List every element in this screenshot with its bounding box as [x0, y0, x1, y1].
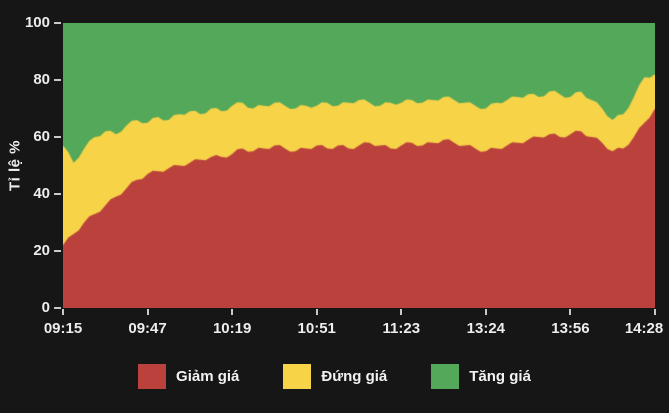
- x-tick-mark: [62, 309, 64, 315]
- x-tick-label: 09:15: [43, 320, 83, 337]
- y-tick-label: 20: [33, 242, 50, 259]
- y-axis-title: Tỉ lệ %: [6, 140, 24, 192]
- x-tick-mark: [654, 309, 656, 315]
- y-tick-mark: [54, 22, 61, 24]
- legend-item-0[interactable]: Giảm giá: [138, 363, 240, 389]
- x-tick-mark: [146, 309, 149, 315]
- stacked-area-chart-canvas[interactable]: [63, 23, 655, 308]
- y-tick-label: 100: [24, 14, 50, 31]
- legend-item-1[interactable]: Đứng giá: [283, 363, 388, 389]
- legend-label: Đứng giá: [321, 367, 388, 385]
- y-tick-label: 40: [33, 185, 50, 202]
- x-tick-mark: [484, 309, 487, 315]
- y-tick-mark: [54, 307, 61, 309]
- x-tick-label: 14:28: [624, 320, 664, 337]
- x-tick-label: 11:23: [382, 320, 421, 337]
- y-tick-mark: [54, 136, 61, 138]
- x-tick-label: 13:56: [551, 320, 590, 337]
- legend-item-2[interactable]: Tăng giá: [431, 363, 531, 389]
- legend-swatch-icon: [431, 363, 460, 389]
- legend-swatch-icon: [283, 363, 312, 389]
- legend-swatch-icon: [138, 363, 167, 389]
- x-tick-mark: [400, 309, 403, 315]
- legend-label: Tăng giá: [469, 367, 531, 385]
- y-tick-mark: [54, 250, 61, 252]
- x-tick-mark: [315, 309, 318, 315]
- x-tick-label: 13:24: [466, 320, 506, 337]
- plot-area: [63, 23, 655, 308]
- y-tick-label: 80: [33, 71, 50, 88]
- y-tick-mark: [54, 193, 61, 195]
- y-tick-label: 0: [41, 299, 50, 316]
- x-tick-label: 10:19: [212, 320, 252, 337]
- x-tick-mark: [569, 309, 572, 315]
- legend: Giảm giá Đứng giá Tăng giá: [0, 360, 669, 392]
- y-tick-mark: [54, 79, 61, 81]
- x-tick-mark: [231, 309, 234, 315]
- y-tick-label: 60: [33, 128, 50, 145]
- x-tick-label: 09:47: [128, 320, 167, 337]
- legend-label: Giảm giá: [176, 367, 240, 385]
- x-tick-label: 10:51: [297, 320, 336, 337]
